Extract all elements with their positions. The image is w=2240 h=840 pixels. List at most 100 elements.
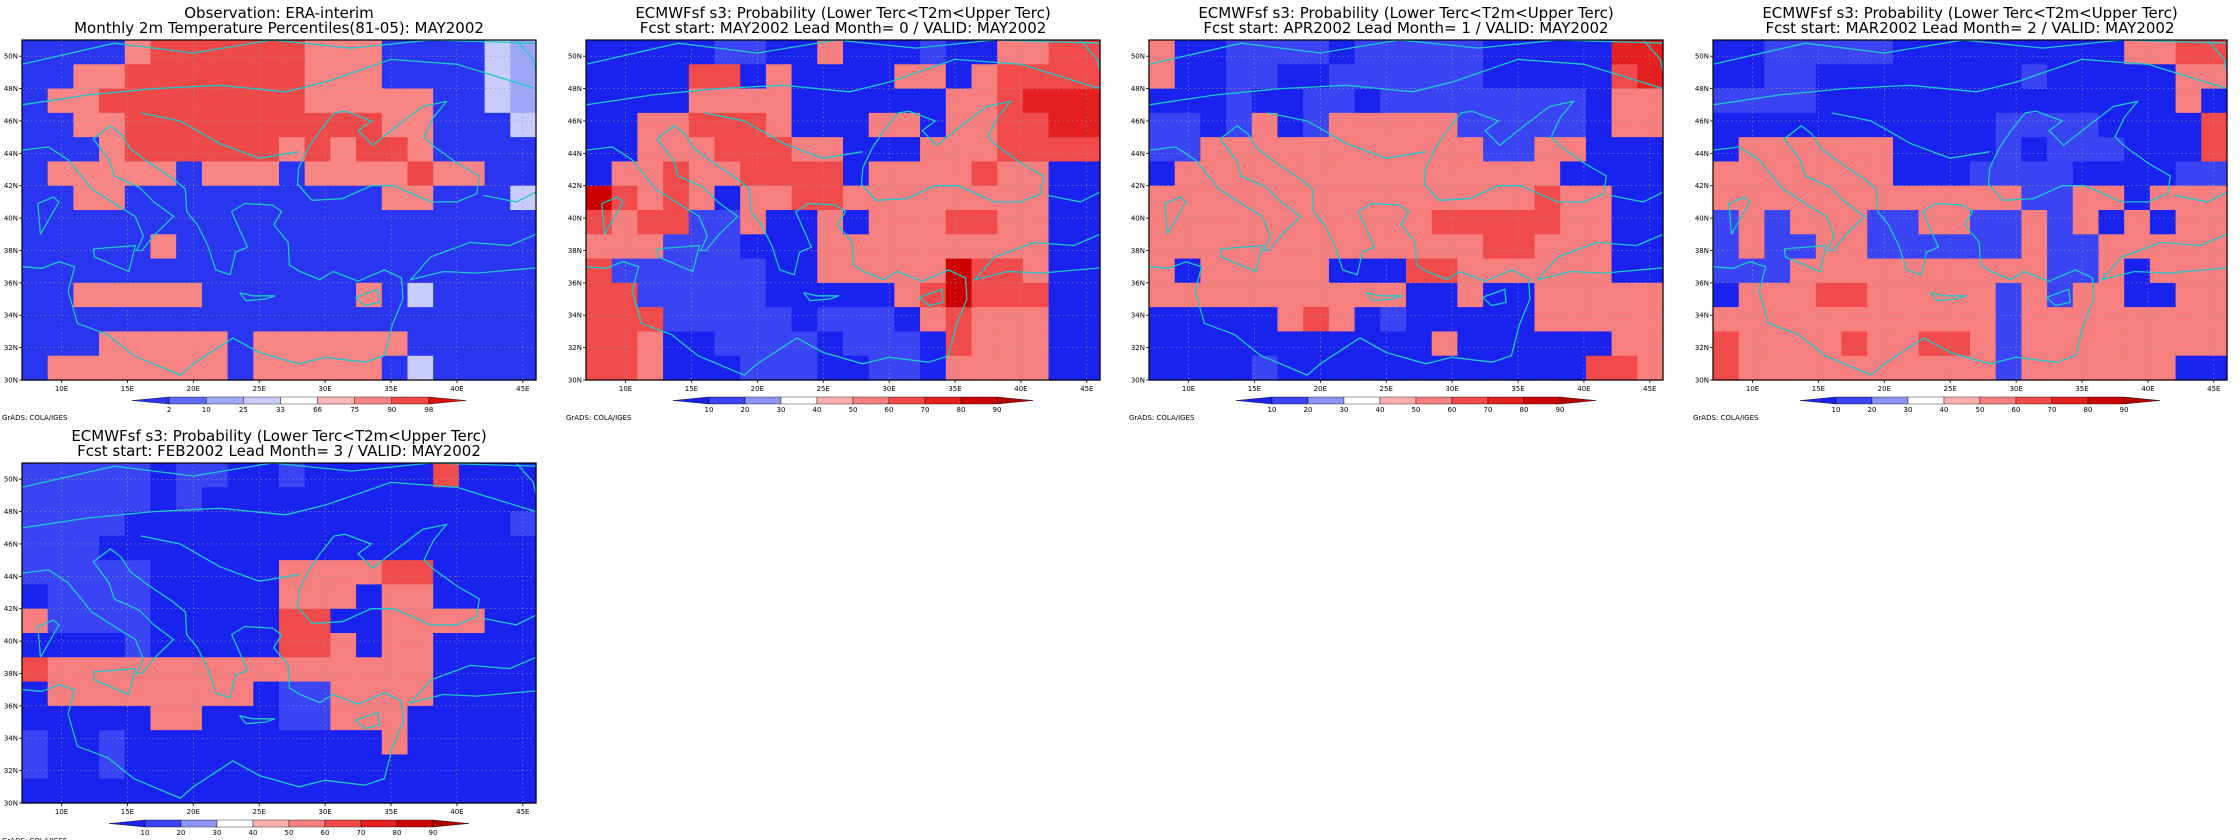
heatmap-cell — [458, 210, 486, 235]
chart-panel-4: ECMWFsf s3: Probability (Lower Terc<T2m<… — [1693, 4, 2228, 422]
colorbar-swatch — [1835, 396, 1873, 405]
heatmap-cell — [458, 511, 486, 537]
colorbar-swatch — [180, 819, 218, 828]
heatmap-cell — [330, 511, 357, 537]
axis-ticks: 10E 15E 20E 25E 30E 35E 40E 45E 30N 32N 34N 36N 38N 4… — [4, 476, 530, 816]
heatmap-cell — [663, 210, 690, 235]
colorbar-swatch — [108, 819, 146, 828]
coastline — [1219, 244, 1264, 273]
heatmap-cell — [253, 681, 280, 707]
heatmap-cell — [304, 234, 331, 260]
heatmap-cell — [1764, 282, 1791, 308]
heatmap-cell — [868, 307, 895, 333]
heatmap-cell — [1790, 64, 1817, 90]
heatmap-cell — [868, 234, 895, 260]
heatmap-cell — [510, 511, 537, 537]
heatmap-cell — [2047, 258, 2074, 284]
heatmap-cell — [1841, 137, 1868, 163]
heatmap-cell — [2149, 40, 2177, 65]
x-tick-label: 20E — [1878, 385, 1891, 393]
heatmap-cell — [124, 282, 152, 308]
heatmap-cell — [688, 112, 716, 138]
heatmap-cell — [2124, 307, 2151, 333]
gridlines — [1713, 40, 2227, 381]
heatmap-cell — [1841, 234, 1868, 260]
heatmap-cell — [1995, 307, 2022, 333]
heatmap-cell — [458, 282, 486, 308]
heatmap-cell — [1867, 355, 1894, 381]
heatmap-cell — [1970, 88, 1997, 114]
heatmap-cell — [2201, 258, 2228, 284]
heatmap-cell — [381, 161, 409, 187]
heatmap-cell — [510, 40, 537, 65]
heatmap-cell — [73, 307, 100, 333]
heatmap-cell — [304, 331, 331, 357]
heatmap-cell — [791, 185, 818, 211]
heatmap-cell — [688, 88, 716, 114]
heatmap-cell — [1790, 331, 1817, 357]
heatmap-cell — [433, 355, 460, 381]
heatmap-cell — [1841, 40, 1868, 65]
colorbar-swatch — [354, 396, 392, 405]
heatmap-cell — [920, 40, 947, 65]
heatmap-cell — [1764, 355, 1791, 381]
heatmap-cell — [1174, 112, 1201, 138]
heatmap-cell — [843, 234, 870, 260]
coastline — [1164, 196, 1187, 235]
heatmap-cell — [1637, 161, 1664, 187]
heatmap-cell — [1431, 137, 1458, 163]
heatmap-cell — [124, 307, 152, 333]
gridlines — [586, 40, 1100, 381]
heatmap-cell — [176, 137, 203, 163]
heatmap-cell — [971, 88, 998, 114]
heatmap-cell — [330, 633, 357, 658]
heatmap-cell — [201, 584, 229, 610]
colorbar-swatch — [1271, 396, 1309, 405]
heatmap-cell — [458, 64, 486, 90]
heatmap-cell — [150, 560, 177, 586]
heatmap-cell — [1406, 210, 1433, 235]
heatmap-cell — [1944, 331, 1971, 357]
heatmap-cell — [817, 331, 844, 357]
heatmap-cell — [458, 584, 486, 610]
heatmap-cell — [484, 307, 511, 333]
heatmap-cell — [945, 88, 973, 114]
heatmap-cell — [150, 730, 177, 756]
heatmap-cell — [124, 331, 152, 357]
y-tick-label: 50N — [1695, 53, 1709, 61]
heatmap-cell — [433, 282, 460, 308]
heatmap-cell — [637, 282, 664, 308]
heatmap-cell — [1995, 282, 2022, 308]
heatmap-cell — [1431, 161, 1458, 187]
y-tick-label: 46N — [1131, 117, 1145, 125]
heatmap-cell — [791, 331, 818, 357]
heatmap-cell — [407, 234, 434, 260]
x-tick-label: 25E — [1944, 385, 1957, 393]
heatmap-cell — [1457, 137, 1484, 163]
heatmap-cell — [99, 64, 126, 90]
heatmap-cell — [1354, 185, 1381, 211]
heatmap-cell — [150, 754, 177, 780]
colorbar-tick-label: 25 — [239, 406, 248, 414]
coastline — [1079, 40, 1100, 73]
heatmap-cell — [510, 535, 537, 561]
heatmap-cell — [894, 40, 921, 65]
heatmap-cell — [22, 258, 49, 284]
heatmap-cell — [1918, 64, 1945, 90]
heatmap-cell — [1892, 282, 1920, 308]
heatmap-cell — [1200, 210, 1227, 235]
heatmap-cell — [663, 307, 690, 333]
plot-frame — [21, 462, 537, 804]
heatmap-cell — [868, 88, 895, 114]
heatmap-cell — [586, 161, 613, 187]
heatmap-cell — [637, 185, 664, 211]
heatmap-cell — [304, 282, 331, 308]
heatmap-cell — [99, 307, 126, 333]
heatmap-cell — [22, 754, 49, 780]
heatmap-cell — [1048, 355, 1075, 381]
heatmap-cell — [484, 560, 511, 586]
heatmap-cell — [2047, 307, 2074, 333]
heatmap-cell — [611, 234, 638, 260]
x-tick-label: 10E — [1182, 385, 1195, 393]
heatmap-cell — [1892, 112, 1920, 138]
